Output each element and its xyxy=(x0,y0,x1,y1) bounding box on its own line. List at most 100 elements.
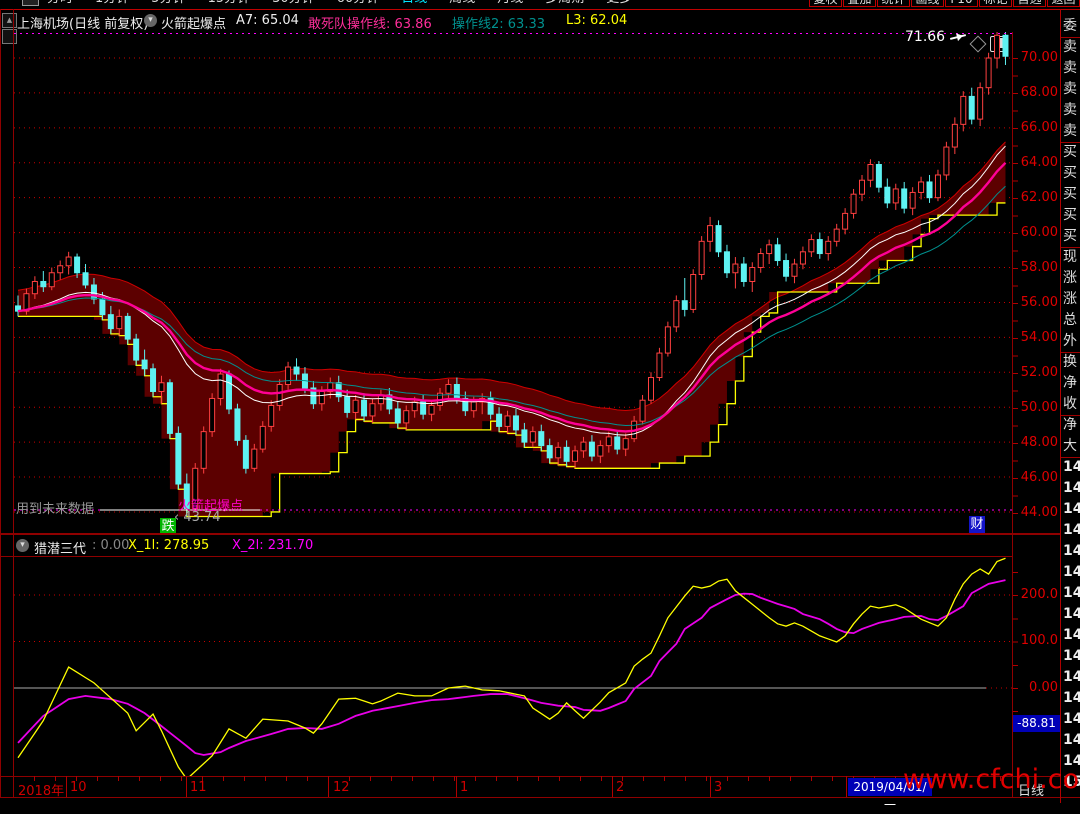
sidebar-label: 卖 xyxy=(1063,123,1077,139)
sidebar-label: 收 xyxy=(1063,396,1077,412)
price-tick-label: 46.00 xyxy=(1020,470,1058,485)
month-separator xyxy=(456,776,457,797)
menu-item-更多[interactable]: 更多 xyxy=(606,0,632,9)
sidebar-number: 14 xyxy=(1063,669,1080,685)
price-tick-label: 70.00 xyxy=(1020,50,1058,65)
indicator-name[interactable]: 火箭起爆点 xyxy=(161,17,227,32)
sidebar-number: 14 xyxy=(1063,501,1080,517)
clipboard-icon[interactable] xyxy=(22,0,39,6)
menu-item-60分钟[interactable]: 60分钟 xyxy=(337,0,380,9)
candlestick-chart[interactable] xyxy=(14,32,1012,520)
oscillator-tick-label: 100.0 xyxy=(1020,633,1058,648)
price-axis-ticks xyxy=(1012,58,1018,514)
period-label[interactable]: 日线 xyxy=(1018,784,1045,799)
sidebar-number: 14 xyxy=(1063,690,1080,706)
sub-chart-title-bar: ▾ 猎潜三代 : 0.00 X_1l: 278.95 X_2l: 231.70 xyxy=(0,536,1012,557)
sidebar-label: 总 xyxy=(1063,312,1077,328)
watermark: www.cfchi.com xyxy=(903,764,1080,795)
sidebar-number: 14 xyxy=(1063,732,1080,748)
menu-button-F10[interactable]: F10 xyxy=(945,0,978,7)
sidebar-number: 14 xyxy=(1063,753,1080,769)
menu-bar-items: 分时 1分钟 5分钟 15分钟 30分钟 60分钟 日线 周线 月线 多周期 更多 复权叠加统计画线… xyxy=(0,0,1080,9)
date-tick-label: 2018年 xyxy=(18,784,65,799)
sidebar-group-divider xyxy=(1061,457,1080,458)
menu-item-日线[interactable]: 日线 xyxy=(401,0,427,9)
menu-button-返回[interactable]: 返回 xyxy=(1047,0,1080,7)
menu-button-自选[interactable]: 自选 xyxy=(1013,0,1046,7)
wealth-badge: 财 xyxy=(969,516,985,533)
sidebar-label: 委 xyxy=(1063,18,1077,34)
chevron-down-icon[interactable]: ▾ xyxy=(144,14,157,27)
menu-item-15分钟[interactable]: 15分钟 xyxy=(208,0,251,9)
month-separator xyxy=(710,776,711,797)
sidebar-number: 15 xyxy=(1063,774,1080,790)
sidebar-label: 大 xyxy=(1063,438,1077,454)
sidebar-label: 净 xyxy=(1063,375,1077,391)
menu-item-5分钟[interactable]: 5分钟 xyxy=(151,0,185,9)
indicator-line2-value: 操作线2: 63.33 xyxy=(452,17,545,32)
menu-item-30分钟[interactable]: 30分钟 xyxy=(272,0,315,9)
price-tick-label: 48.00 xyxy=(1020,435,1058,450)
sidebar-label: 卖 xyxy=(1063,81,1077,97)
sidebar-group-divider xyxy=(1061,247,1080,248)
sidebar-label: 买 xyxy=(1063,144,1077,160)
sidebar-group-divider xyxy=(1061,352,1080,353)
sidebar-number: 14 xyxy=(1063,564,1080,580)
date-tick-label: 11 xyxy=(190,780,207,795)
indicator-line3-value: L3: 62.04 xyxy=(566,13,628,28)
indicator-a7-value: A7: 65.04 xyxy=(236,13,299,28)
sidebar-label: 卖 xyxy=(1063,102,1077,118)
price-tick-label: 44.00 xyxy=(1020,505,1058,520)
price-tick-label: 66.00 xyxy=(1020,120,1058,135)
menu-item-多周期[interactable]: 多周期 xyxy=(545,0,584,9)
collapse-up-button[interactable]: ▲ xyxy=(2,13,17,28)
price-tick-label: 50.00 xyxy=(1020,400,1058,415)
sidebar-label: 卖 xyxy=(1063,39,1077,55)
sidebar-label: 涨 xyxy=(1063,291,1077,307)
menu-button-叠加[interactable]: 叠加 xyxy=(843,0,876,7)
menu-button-画线[interactable]: 画线 xyxy=(911,0,944,7)
menu-item-周线[interactable]: 周线 xyxy=(449,0,475,9)
stock-title: 上海机场(日线 前复权) xyxy=(17,17,149,32)
oscillator-chart[interactable] xyxy=(14,557,1012,776)
sidebar-divider[interactable] xyxy=(1060,9,1061,803)
plot-right-border xyxy=(1012,32,1013,797)
sidebar-number: 14 xyxy=(1063,459,1080,475)
sidebar-label: 买 xyxy=(1063,186,1077,202)
sidebar-number: 14 xyxy=(1063,606,1080,622)
bottom-border xyxy=(0,797,1080,798)
date-tick-label: 12 xyxy=(333,780,350,795)
price-tick-label: 54.00 xyxy=(1020,330,1058,345)
sidebar-number: 14 xyxy=(1063,522,1080,538)
sidebar-number: 14 xyxy=(1063,543,1080,559)
chevron-down-icon[interactable]: ▾ xyxy=(16,539,29,552)
sidebar-label: 买 xyxy=(1063,207,1077,223)
price-tick-label: 64.00 xyxy=(1020,155,1058,170)
menu-item-1分钟[interactable]: 1分钟 xyxy=(95,0,129,9)
sidebar-group-divider xyxy=(1061,37,1080,38)
month-separator xyxy=(846,776,847,797)
menu-button-标记[interactable]: 标记 xyxy=(979,0,1012,7)
top-menu-bar: 分时 1分钟 5分钟 15分钟 30分钟 60分钟 日线 周线 月线 多周期 更多 复权叠加统计画线… xyxy=(0,0,1080,9)
sub-indicator-name[interactable]: 猎潜三代 xyxy=(34,542,87,557)
panel-divider[interactable] xyxy=(0,533,1060,535)
sidebar-label: 买 xyxy=(1063,228,1077,244)
menu-item-月线[interactable]: 月线 xyxy=(497,0,523,9)
indicator-line1-value: 敢死队操作线: 63.86 xyxy=(308,17,432,32)
sidebar-group-divider xyxy=(1061,142,1080,143)
menu-item-分时[interactable]: 分时 xyxy=(47,0,73,9)
price-tick-label: 58.00 xyxy=(1020,260,1058,275)
menu-button-复权[interactable]: 复权 xyxy=(809,0,842,7)
low-price-label: ‹ 43.74 xyxy=(174,510,221,525)
menu-button-统计[interactable]: 统计 xyxy=(877,0,910,7)
sub-indicator-value: : 0.00 xyxy=(92,538,130,553)
high-price-label: 71.66 xyxy=(905,29,946,45)
sidebar-number: 14 xyxy=(1063,711,1080,727)
price-tick-label: 60.00 xyxy=(1020,225,1058,240)
date-tick-label: 2 xyxy=(616,780,625,795)
sidebar-number: 14 xyxy=(1063,627,1080,643)
month-separator xyxy=(612,776,613,797)
price-tick-label: 56.00 xyxy=(1020,295,1058,310)
xaxis-minor-ticks xyxy=(14,776,1012,781)
